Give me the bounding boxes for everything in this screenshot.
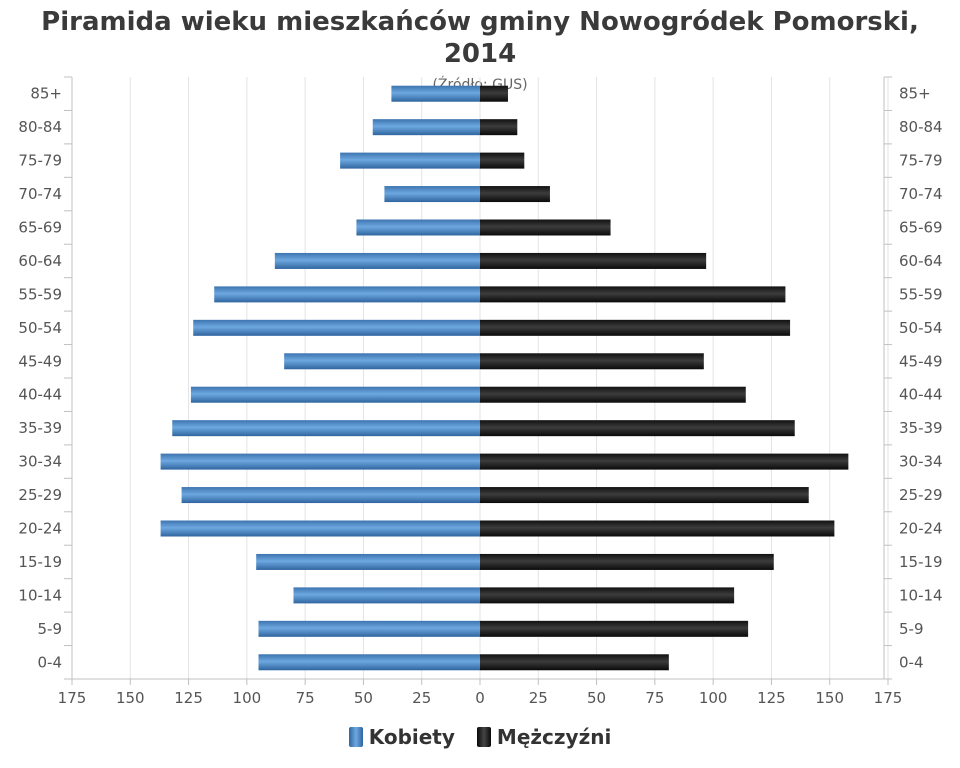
y-category-label-left: 20-24 — [18, 520, 62, 538]
y-category-label-right: 15-19 — [899, 553, 943, 571]
bar-kobiety-70-74[interactable] — [384, 186, 480, 203]
x-tick-label: 25 — [529, 689, 548, 707]
bar-mezczyzni-85+[interactable] — [480, 85, 508, 102]
bar-mezczyzni-55-59[interactable] — [480, 286, 786, 303]
legend-label-mezczyzni: Mężczyźni — [496, 725, 612, 749]
bar-mezczyzni-65-69[interactable] — [480, 219, 611, 236]
bar-kobiety-85+[interactable] — [391, 85, 480, 102]
x-tick-label: 175 — [874, 689, 903, 707]
bar-kobiety-5-9[interactable] — [258, 620, 480, 637]
x-tick-label: 25 — [412, 689, 431, 707]
legend-item-kobiety[interactable]: Kobiety — [348, 725, 455, 749]
bar-kobiety-20-24[interactable] — [160, 520, 480, 537]
y-category-label-left: 75-79 — [18, 152, 62, 170]
y-category-label-right: 35-39 — [899, 419, 943, 437]
bar-kobiety-80-84[interactable] — [372, 119, 480, 136]
bar-mezczyzni-25-29[interactable] — [480, 487, 809, 504]
bar-mezczyzni-0-4[interactable] — [480, 654, 669, 671]
x-tick-label: 175 — [58, 689, 87, 707]
bar-mezczyzni-10-14[interactable] — [480, 587, 735, 604]
y-category-label-right: 5-9 — [899, 620, 924, 638]
y-category-label-left: 35-39 — [18, 419, 62, 437]
y-category-label-right: 60-64 — [899, 252, 943, 270]
y-category-label-right: 20-24 — [899, 520, 943, 538]
y-category-label-right: 45-49 — [899, 352, 943, 370]
chart-title: Piramida wieku mieszkańców gminy Nowogró… — [41, 7, 919, 69]
x-tick-label: 50 — [587, 689, 606, 707]
bar-kobiety-65-69[interactable] — [356, 219, 480, 236]
x-tick-label: 125 — [757, 689, 786, 707]
bar-mezczyzni-35-39[interactable] — [480, 420, 795, 437]
y-category-label-left: 50-54 — [18, 319, 62, 337]
y-category-label-left: 30-34 — [18, 453, 62, 471]
y-category-label-left: 65-69 — [18, 219, 62, 237]
bar-kobiety-30-34[interactable] — [160, 453, 480, 470]
y-category-label-left: 55-59 — [18, 285, 62, 303]
bar-mezczyzni-20-24[interactable] — [480, 520, 835, 537]
legend-label-kobiety: Kobiety — [368, 725, 455, 749]
labels: 175 150 125 100 75 50 25 0 25 50 75 100 125 150 175 0-4… — [18, 85, 942, 707]
x-tick-label: 0 — [475, 689, 485, 707]
axes — [64, 76, 892, 685]
bar-kobiety-0-4[interactable] — [258, 654, 480, 671]
y-category-label-right: 0-4 — [899, 653, 924, 671]
y-category-label-left: 0-4 — [38, 653, 63, 671]
bar-kobiety-15-19[interactable] — [256, 553, 480, 570]
legend-item-mezczyzni[interactable]: Mężczyźni — [476, 725, 612, 749]
bar-mezczyzni-70-74[interactable] — [480, 186, 550, 203]
x-tick-label: 150 — [815, 689, 844, 707]
y-category-label-right: 85+ — [899, 85, 931, 103]
bar-mezczyzni-30-34[interactable] — [480, 453, 849, 470]
x-tick-label: 100 — [233, 689, 262, 707]
bar-mezczyzni-75-79[interactable] — [480, 152, 525, 169]
x-tick-label: 75 — [296, 689, 315, 707]
x-tick-label: 75 — [645, 689, 664, 707]
x-tick-label: 100 — [699, 689, 728, 707]
y-category-label-left: 45-49 — [18, 352, 62, 370]
y-category-label-right: 70-74 — [899, 185, 943, 203]
bar-mezczyzni-45-49[interactable] — [480, 353, 704, 370]
legend-swatch-kobiety — [348, 727, 363, 747]
bar-mezczyzni-15-19[interactable] — [480, 553, 774, 570]
y-category-label-right: 25-29 — [899, 486, 943, 504]
y-category-label-right: 75-79 — [899, 152, 943, 170]
x-tick-label: 150 — [116, 689, 145, 707]
bar-mezczyzni-60-64[interactable] — [480, 252, 707, 269]
x-tick-label: 50 — [354, 689, 373, 707]
y-category-label-left: 80-84 — [18, 118, 62, 136]
y-category-label-right: 50-54 — [899, 319, 943, 337]
y-category-label-right: 55-59 — [899, 285, 943, 303]
legend-swatch-mezczyzni — [476, 727, 491, 747]
y-category-label-right: 40-44 — [899, 386, 943, 404]
bar-kobiety-75-79[interactable] — [340, 152, 480, 169]
bar-mezczyzni-5-9[interactable] — [480, 620, 749, 637]
y-category-label-left: 5-9 — [38, 620, 63, 638]
y-category-label-left: 40-44 — [18, 386, 62, 404]
bar-kobiety-10-14[interactable] — [293, 587, 480, 604]
y-category-label-left: 15-19 — [18, 553, 62, 571]
y-category-label-right: 80-84 — [899, 118, 943, 136]
y-category-label-right: 30-34 — [899, 453, 943, 471]
y-category-label-right: 65-69 — [899, 219, 943, 237]
bar-kobiety-55-59[interactable] — [214, 286, 480, 303]
bar-mezczyzni-40-44[interactable] — [480, 386, 746, 403]
bar-kobiety-40-44[interactable] — [190, 386, 480, 403]
legend: Kobiety Mężczyźni — [0, 722, 960, 752]
x-tick-label: 125 — [174, 689, 203, 707]
bar-kobiety-60-64[interactable] — [274, 252, 480, 269]
y-category-label-left: 85+ — [30, 85, 62, 103]
bar-kobiety-45-49[interactable] — [284, 353, 480, 370]
y-category-label-left: 60-64 — [18, 252, 62, 270]
bars — [160, 85, 849, 671]
bar-kobiety-25-29[interactable] — [181, 487, 480, 504]
bar-kobiety-35-39[interactable] — [172, 420, 480, 437]
y-category-label-left: 70-74 — [18, 185, 62, 203]
bar-kobiety-50-54[interactable] — [193, 319, 480, 336]
y-category-label-left: 25-29 — [18, 486, 62, 504]
y-category-label-left: 10-14 — [18, 586, 62, 604]
y-category-label-right: 10-14 — [899, 586, 943, 604]
bar-mezczyzni-50-54[interactable] — [480, 319, 791, 336]
bar-mezczyzni-80-84[interactable] — [480, 119, 518, 136]
